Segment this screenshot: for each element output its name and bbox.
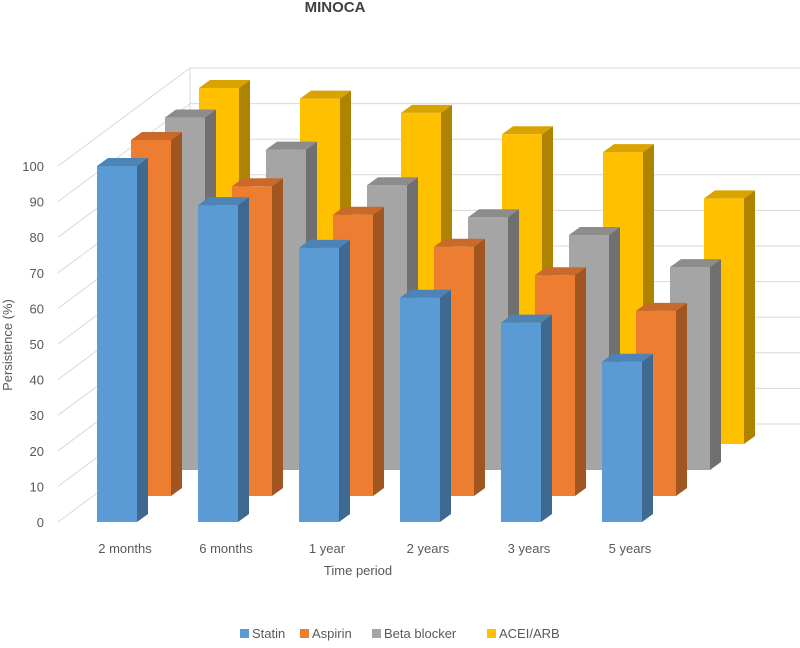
y-tick-label: 100 [22,159,44,174]
y-axis-title: Persistence (%) [0,299,15,391]
gridline [57,67,191,167]
x-tick-label: 6 months [199,541,253,556]
x-axis-ticks: 2 months 6 months 1 year 2 years 3 years 5 ye… [98,541,652,556]
legend-label: Beta blocker [384,626,457,641]
y-tick-label: 30 [30,408,44,423]
bar-statin-1 [198,197,249,522]
legend-label: ACEI/ARB [499,626,560,641]
x-tick-label: 3 years [508,541,551,556]
y-tick-label: 10 [30,479,44,494]
bar-statin-2 [299,239,350,522]
legend-swatch [240,629,249,638]
x-axis-title: Time period [324,563,392,578]
y-tick-label: 90 [30,195,44,210]
bar-statin-0 [97,158,148,522]
legend: Statin Aspirin Beta blocker ACEI/ARB [240,626,560,641]
bars [97,80,755,522]
y-tick-label: 40 [30,373,44,388]
legend-swatch [300,629,309,638]
bar-statin-3 [400,289,451,522]
y-tick-label: 70 [30,266,44,281]
x-tick-label: 5 years [609,541,652,556]
legend-item: Beta blocker [372,626,457,641]
x-tick-label: 2 months [98,541,152,556]
y-tick-label: 0 [37,515,44,530]
y-tick-label: 50 [30,337,44,352]
x-tick-label: 1 year [309,541,346,556]
y-axis-ticks: 0 10 20 30 40 50 60 70 80 90 100 [22,159,44,530]
chart-title: MINOCA [305,0,366,16]
bar-statin-5 [602,353,653,522]
legend-label: Aspirin [312,626,352,641]
y-tick-label: 80 [30,230,44,245]
legend-item: Aspirin [300,626,352,641]
legend-item: ACEI/ARB [487,626,560,641]
legend-swatch [487,629,496,638]
legend-item: Statin [240,626,285,641]
x-tick-label: 2 years [407,541,450,556]
legend-label: Statin [252,626,285,641]
bar-statin-4 [501,314,552,522]
y-tick-label: 60 [30,301,44,316]
y-tick-label: 20 [30,444,44,459]
legend-swatch [372,629,381,638]
